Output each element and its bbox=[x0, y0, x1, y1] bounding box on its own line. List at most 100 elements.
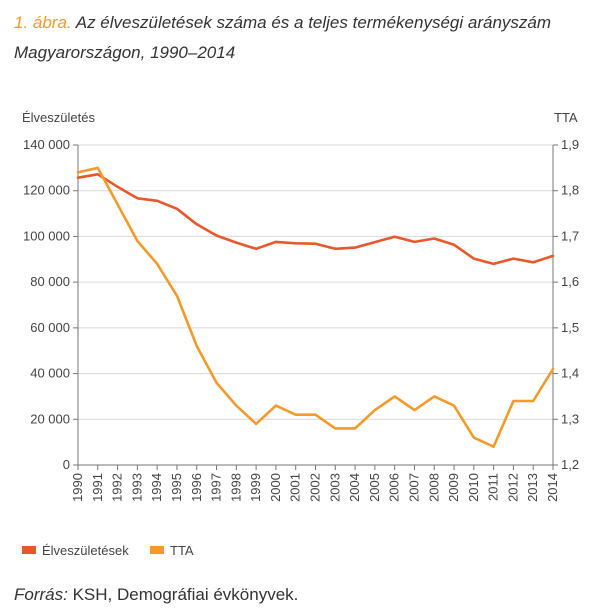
data-point bbox=[235, 241, 238, 244]
x-tick-label: 2012 bbox=[505, 473, 520, 502]
data-point bbox=[373, 241, 376, 244]
data-point bbox=[136, 197, 139, 200]
data-point bbox=[255, 422, 258, 425]
data-point bbox=[176, 207, 178, 210]
legend-swatch bbox=[150, 546, 164, 554]
x-tick-label: 2011 bbox=[486, 473, 501, 501]
x-tick-label: 1993 bbox=[129, 473, 144, 502]
x-tick-label: 2001 bbox=[288, 473, 303, 502]
x-tick-label: 1999 bbox=[248, 473, 263, 502]
legend: Élveszületések TTA bbox=[22, 543, 194, 558]
x-tick-label: 2010 bbox=[466, 473, 481, 502]
figure-caption: 1. ábra. Az élveszületések száma és a te… bbox=[14, 8, 594, 68]
y-left-tick-label: 100 000 bbox=[23, 228, 70, 243]
data-point bbox=[472, 436, 475, 439]
tick-labels: 0 1,2 20 000 1,3 40 000 1,4 60 000 1,5 80 000 1,6… bbox=[23, 137, 579, 502]
y-right-tick-label: 1,2 bbox=[561, 457, 579, 472]
x-tick-label: 2002 bbox=[308, 473, 323, 502]
x-tick-label: 2013 bbox=[525, 473, 540, 502]
x-tick-label: 2004 bbox=[347, 473, 362, 502]
y-right-tick-label: 1,4 bbox=[561, 366, 579, 381]
y-right-tick-label: 1,9 bbox=[561, 137, 579, 152]
data-point bbox=[275, 241, 277, 243]
x-tick-label: 1992 bbox=[110, 473, 125, 502]
data-point bbox=[453, 404, 455, 407]
data-point bbox=[532, 400, 535, 402]
x-tick-label: 2008 bbox=[426, 473, 441, 502]
y-right-tick-label: 1,7 bbox=[561, 228, 579, 243]
line-chart: 0 1,2 20 000 1,3 40 000 1,4 60 000 1,5 80 000 1,6… bbox=[22, 110, 579, 558]
y-left-tick-label: 140 000 bbox=[23, 137, 70, 152]
data-point bbox=[314, 413, 317, 416]
data-point bbox=[472, 257, 475, 260]
data-point bbox=[176, 294, 178, 297]
data-point bbox=[215, 234, 218, 237]
x-tick-label: 1995 bbox=[169, 473, 184, 502]
x-tick-label: 2006 bbox=[387, 473, 402, 502]
data-point bbox=[354, 246, 356, 249]
data-point bbox=[96, 173, 99, 176]
data-point bbox=[453, 243, 455, 246]
data-point bbox=[156, 199, 159, 202]
y-axis-right-title: TTA bbox=[554, 110, 578, 125]
data-point bbox=[136, 240, 139, 242]
figure-title-line2: Magyarországon, 1990–2014 bbox=[14, 43, 236, 62]
figure-title-line1: Az élveszületések száma és a teljes term… bbox=[75, 13, 552, 32]
series-line bbox=[76, 173, 555, 266]
x-tick-label: 1997 bbox=[209, 473, 224, 502]
x-tick-label: 1996 bbox=[189, 473, 204, 502]
y-left-tick-label: 120 000 bbox=[23, 183, 70, 198]
data-point bbox=[195, 223, 198, 226]
data-point bbox=[512, 400, 515, 402]
figure-number: 1. ábra. bbox=[14, 13, 72, 32]
data-point bbox=[512, 257, 515, 260]
data-point bbox=[294, 413, 297, 416]
y-left-tick-label: 60 000 bbox=[30, 320, 70, 335]
data-point bbox=[235, 404, 238, 407]
legend-label: Élveszületések bbox=[42, 543, 129, 558]
data-point bbox=[116, 203, 119, 206]
x-tick-label: 2014 bbox=[545, 473, 560, 502]
data-point bbox=[492, 262, 495, 265]
x-tick-label: 1994 bbox=[149, 473, 164, 502]
x-tick-label: 1991 bbox=[90, 473, 105, 502]
data-point bbox=[393, 395, 396, 398]
x-tick-label: 2005 bbox=[367, 473, 382, 502]
data-point bbox=[96, 166, 99, 169]
source-text: KSH, Demográfiai évkönyvek. bbox=[72, 585, 299, 604]
data-point bbox=[413, 241, 416, 243]
y-right-tick-label: 1,8 bbox=[561, 183, 579, 198]
y-axis-left-title: Élveszületés bbox=[22, 110, 95, 125]
y-left-tick-label: 80 000 bbox=[30, 274, 70, 289]
y-right-tick-label: 1,6 bbox=[561, 274, 579, 289]
data-point bbox=[552, 368, 554, 370]
x-tick-label: 2007 bbox=[406, 473, 421, 502]
data-point bbox=[215, 381, 218, 384]
series-line bbox=[76, 166, 555, 449]
legend-label: TTA bbox=[170, 543, 194, 558]
x-tick-label: 1990 bbox=[70, 473, 85, 502]
legend-swatch bbox=[22, 546, 36, 554]
data-point bbox=[492, 445, 495, 448]
data-point bbox=[433, 237, 436, 240]
data-point bbox=[373, 409, 376, 412]
data-point bbox=[255, 247, 258, 250]
data-point bbox=[294, 242, 297, 245]
data-point bbox=[334, 247, 337, 250]
y-left-tick-label: 40 000 bbox=[30, 366, 70, 381]
data-point bbox=[354, 427, 356, 430]
data-point bbox=[413, 409, 416, 412]
data-point bbox=[393, 235, 396, 238]
series-lines bbox=[76, 166, 555, 449]
data-point bbox=[77, 176, 79, 179]
data-point bbox=[334, 427, 337, 430]
data-point bbox=[195, 345, 198, 348]
data-point bbox=[156, 262, 159, 265]
data-point bbox=[77, 171, 79, 174]
data-point bbox=[314, 242, 317, 245]
data-point bbox=[116, 185, 119, 188]
y-left-tick-label: 20 000 bbox=[30, 411, 70, 426]
data-point bbox=[532, 261, 535, 264]
x-tick-label: 2000 bbox=[268, 473, 283, 502]
source-note: Forrás: KSH, Demográfiai évkönyvek. bbox=[14, 585, 298, 605]
